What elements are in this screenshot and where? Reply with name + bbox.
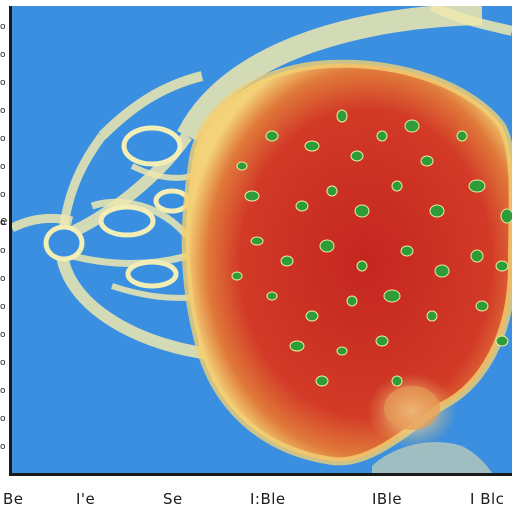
x-tick-label: I Blc: [470, 490, 505, 508]
left-axis-tick: o: [0, 78, 6, 88]
x-tick-label: IBle: [372, 490, 403, 508]
left-axis-label: e: [0, 214, 8, 228]
x-tick-label: I'e: [76, 490, 96, 508]
x-tick-label: Se: [163, 490, 183, 508]
micrograph-image: [12, 6, 512, 473]
x-tick-label: Be: [3, 490, 24, 508]
filament-network: [12, 6, 512, 409]
green-speckles: [231, 109, 512, 387]
left-axis-tick: o: [0, 302, 6, 312]
left-axis-tick: o: [0, 414, 6, 424]
left-axis-tick: o: [0, 386, 6, 396]
left-axis-tick: o: [0, 50, 6, 60]
bottom-axis-line: [9, 473, 512, 476]
left-axis-tick: o: [0, 22, 6, 32]
left-axis-tick: o: [0, 218, 6, 228]
left-axis-tick: o: [0, 274, 6, 284]
x-tick-label: I:Ble: [250, 490, 286, 508]
left-axis-tick: o: [0, 134, 6, 144]
left-axis-tick: o: [0, 330, 6, 340]
left-axis-tick: o: [0, 358, 6, 368]
left-axis-tick: o: [0, 190, 6, 200]
left-axis-line: [9, 6, 12, 473]
left-axis-tick: o: [0, 442, 6, 452]
left-axis-tick: o: [0, 162, 6, 172]
left-axis-tick: o: [0, 106, 6, 116]
pale-lower-region: [372, 442, 492, 473]
left-axis-tick: o: [0, 246, 6, 256]
filament-nodes: [43, 125, 191, 289]
plot-area: [12, 6, 512, 473]
